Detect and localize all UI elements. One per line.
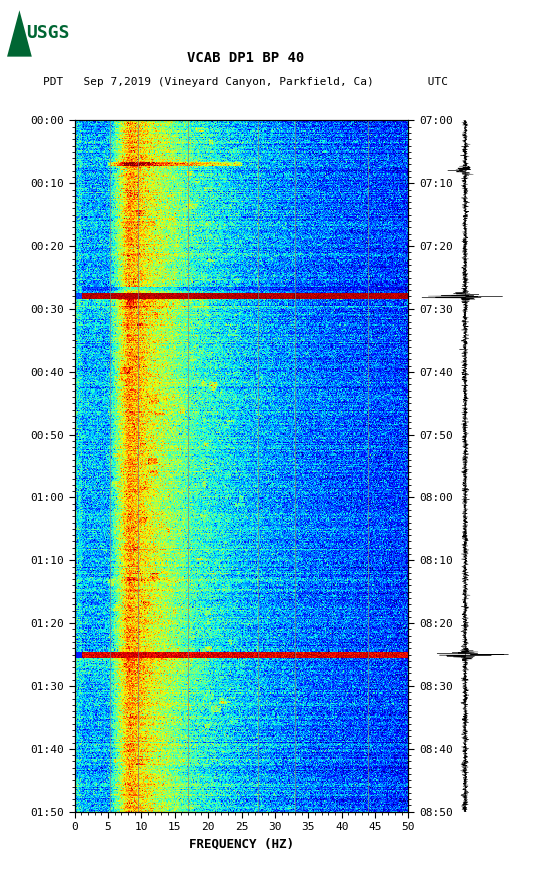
Text: VCAB DP1 BP 40: VCAB DP1 BP 40	[187, 51, 304, 65]
X-axis label: FREQUENCY (HZ): FREQUENCY (HZ)	[189, 838, 294, 851]
Text: PDT   Sep 7,2019 (Vineyard Canyon, Parkfield, Ca)        UTC: PDT Sep 7,2019 (Vineyard Canyon, Parkfie…	[43, 77, 448, 87]
Polygon shape	[7, 10, 32, 57]
Text: USGS: USGS	[26, 24, 70, 43]
